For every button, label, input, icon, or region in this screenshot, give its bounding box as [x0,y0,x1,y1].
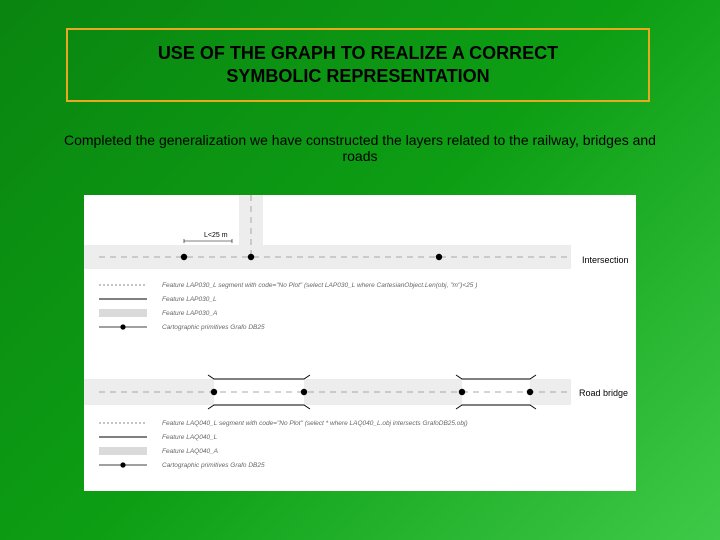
svg-text:Cartographic primitives Grafo: Cartographic primitives Grafo DB25 [162,462,265,469]
subtitle: Completed the generalization we have con… [50,132,670,164]
title-line2: SYMBOLIC REPRESENTATION [226,66,489,86]
diagram-container: L<25 m Intersection Road bridge Feature LAP… [84,195,636,491]
title-line1: USE OF THE GRAPH TO REALIZE A CORRECT [158,43,558,63]
svg-text:L<25 m: L<25 m [204,232,228,239]
svg-text:Cartographic primitives Grafo: Cartographic primitives Grafo DB25 [162,324,265,331]
svg-text:Road bridge: Road bridge [579,388,628,398]
svg-text:Feature LAQ040_L segment with: Feature LAQ040_L segment with code="No P… [162,420,468,427]
svg-text:Intersection: Intersection [582,255,629,265]
title-text: USE OF THE GRAPH TO REALIZE A CORRECT SY… [158,42,558,89]
svg-text:Feature LAQ040_A: Feature LAQ040_A [162,448,218,455]
svg-text:Feature LAP030_L: Feature LAP030_L [162,296,217,303]
svg-text:Feature LAQ040_L: Feature LAQ040_L [162,434,218,441]
title-box: USE OF THE GRAPH TO REALIZE A CORRECT SY… [66,28,650,102]
diagram-svg: L<25 m Intersection Road bridge Feature LAP… [84,195,636,491]
svg-text:Feature LAP030_L segment with: Feature LAP030_L segment with code="No P… [162,282,477,289]
svg-text:Feature LAP030_A: Feature LAP030_A [162,310,217,317]
